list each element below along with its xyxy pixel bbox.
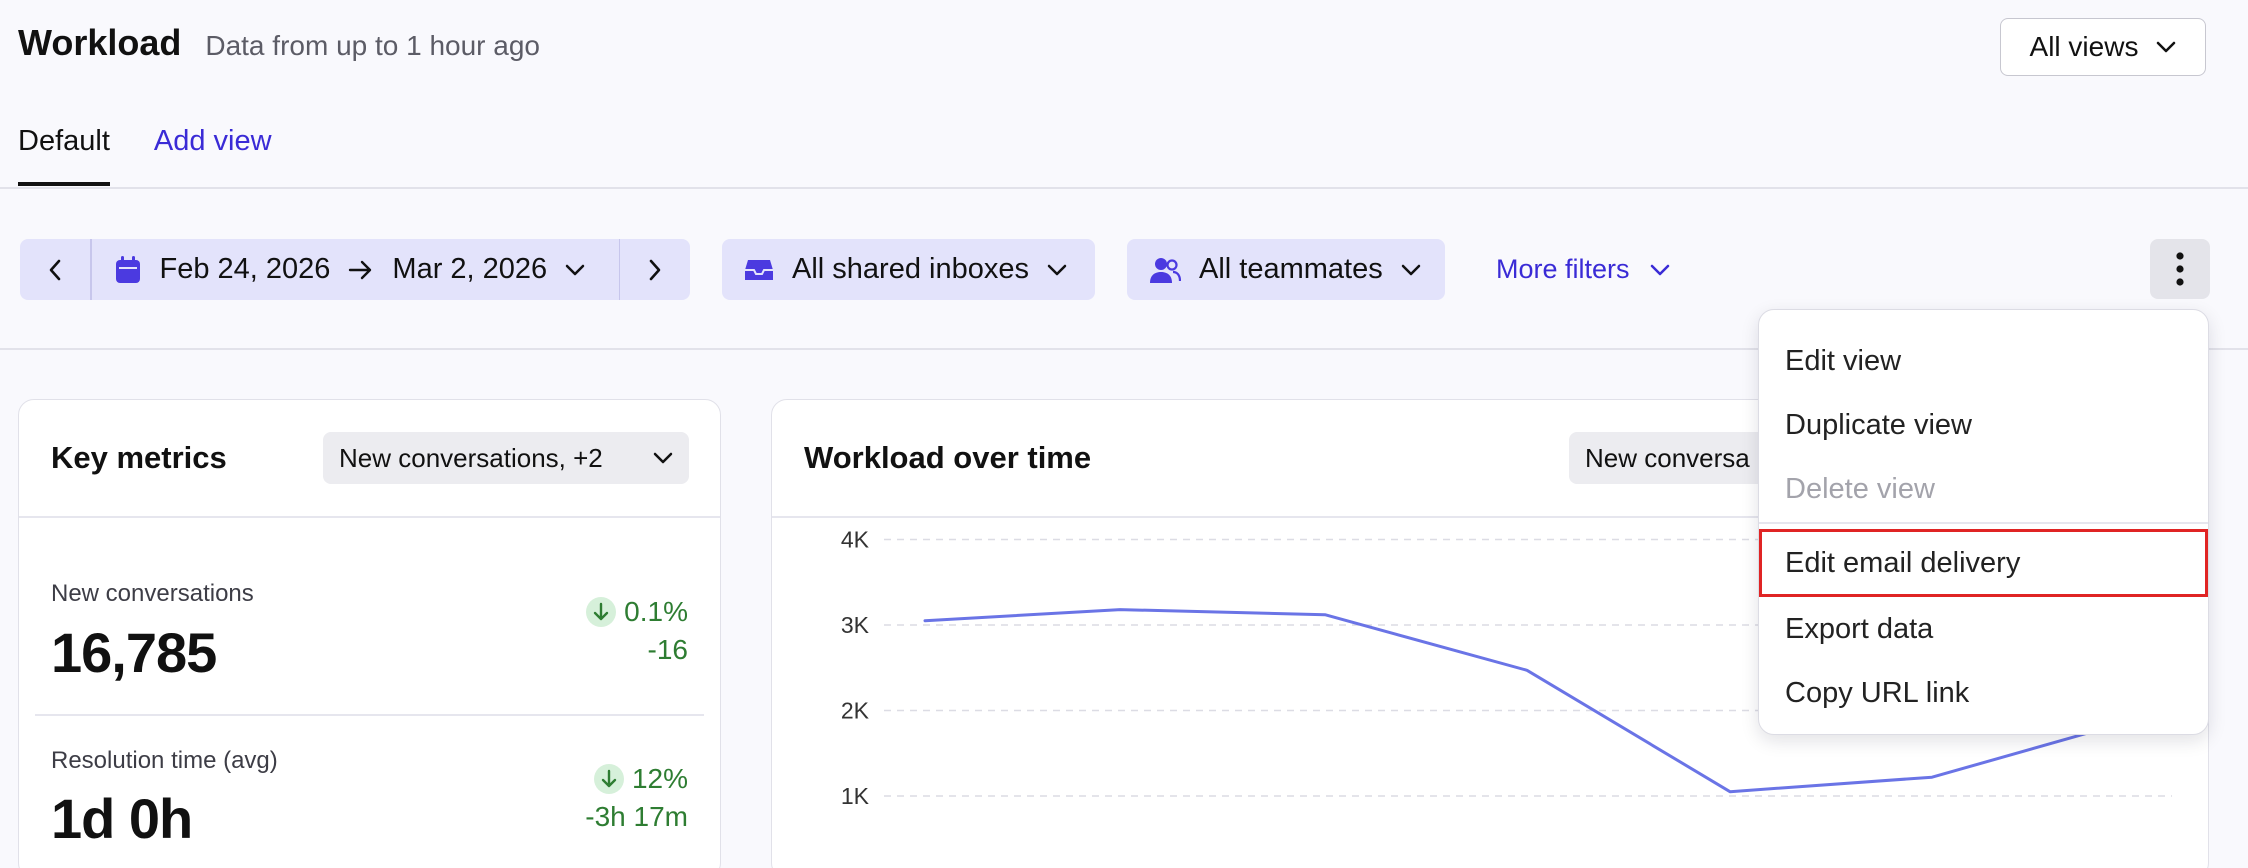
metric-change-percent: 12%	[593, 763, 688, 795]
menu-item-copy-url-link[interactable]: Copy URL link	[1785, 676, 1970, 709]
y-tick-label: 4K	[841, 527, 870, 553]
previous-period-button[interactable]	[20, 239, 90, 300]
chevron-down-icon	[1650, 264, 1669, 275]
chevron-down-icon	[565, 264, 585, 275]
more-actions-button[interactable]	[2150, 239, 2210, 299]
metric-value: 1d 0h	[51, 787, 193, 850]
metric-change-absolute: -3h 17m	[585, 801, 688, 832]
chart-metric-selector-label: New conversa	[1585, 442, 1750, 473]
chevron-down-icon	[2157, 41, 2176, 53]
chevron-right-icon	[649, 259, 661, 280]
y-tick-label: 1K	[841, 783, 870, 809]
view-tabs: Default Add view	[18, 125, 272, 186]
tab-default[interactable]: Default	[18, 125, 110, 186]
teammates-filter[interactable]: All teammates	[1127, 239, 1445, 300]
teammates-filter-label: All teammates	[1199, 253, 1383, 285]
inboxes-filter-label: All shared inboxes	[792, 253, 1029, 285]
metric-label: Resolution time (avg)	[51, 747, 278, 774]
metrics-selector[interactable]: New conversations, +2	[323, 432, 689, 484]
key-metrics-card: Key metrics New conversations, +2 New co…	[18, 399, 721, 868]
more-filters-label: More filters	[1496, 254, 1630, 284]
series-line	[923, 608, 2139, 794]
page-title: Workload	[18, 22, 182, 63]
calendar-icon	[115, 255, 140, 283]
metric-divider	[35, 714, 704, 716]
y-tick-label: 2K	[841, 698, 870, 724]
page-header: Workload Data from up to 1 hour ago	[18, 22, 540, 64]
metrics-selector-label: New conversations, +2	[339, 442, 603, 473]
menu-item-edit-view[interactable]: Edit view	[1785, 344, 1902, 377]
chevron-down-icon	[1047, 264, 1067, 275]
data-freshness-subtitle: Data from up to 1 hour ago	[205, 30, 541, 61]
metric-label: New conversations	[51, 580, 254, 607]
card-header-divider	[772, 516, 2208, 518]
menu-divider	[1759, 522, 2208, 524]
menu-item-duplicate-view[interactable]: Duplicate view	[1785, 408, 1972, 441]
metric-change: 12% -3h 17m	[585, 763, 688, 833]
metric-change-percent-value: 12%	[631, 763, 688, 794]
metric-change: 0.1% -16	[586, 596, 688, 666]
chevron-down-icon	[653, 452, 673, 464]
metric-change-percent: 0.1%	[586, 596, 688, 628]
tabs-divider	[0, 187, 2248, 189]
arrow-down-icon	[586, 597, 617, 627]
workload-line-chart: 4K 3K 2K 1K	[841, 527, 2172, 809]
metric-change-percent-value: 0.1%	[624, 596, 688, 627]
arrow-right-icon	[349, 260, 372, 279]
chevron-down-icon	[1401, 264, 1420, 275]
more-filters-button[interactable]: More filters	[1496, 239, 1670, 300]
inbox-icon	[745, 259, 773, 280]
workload-chart-title: Workload over time	[804, 440, 1092, 475]
date-picker-divider	[90, 239, 92, 300]
view-actions-menu: Edit view Duplicate view Delete view Edi…	[1758, 309, 2209, 735]
kebab-icon	[2176, 252, 2184, 286]
date-end: Mar 2, 2026	[392, 253, 548, 285]
all-views-button[interactable]: All views	[2000, 18, 2206, 76]
date-range-picker: Feb 24, 2026 Mar 2, 2026	[20, 239, 690, 300]
metric-change-absolute: -16	[647, 634, 688, 665]
key-metrics-title: Key metrics	[51, 440, 227, 475]
menu-item-edit-email-delivery[interactable]: Edit email delivery	[1759, 529, 2208, 597]
teammates-icon	[1150, 257, 1181, 283]
all-views-label: All views	[2029, 31, 2139, 62]
filter-divider	[0, 348, 2248, 350]
filter-bar: Feb 24, 2026 Mar 2, 2026 All shared inbo…	[20, 239, 2210, 301]
date-picker-divider	[618, 239, 620, 300]
card-header-divider	[19, 516, 720, 518]
arrow-down-icon	[593, 764, 624, 794]
next-period-button[interactable]	[620, 239, 690, 300]
menu-item-delete-view: Delete view	[1785, 472, 1935, 505]
date-start: Feb 24, 2026	[159, 253, 331, 285]
y-tick-label: 3K	[841, 612, 870, 638]
metric-value: 16,785	[51, 621, 217, 684]
date-range-button[interactable]: Feb 24, 2026 Mar 2, 2026	[92, 239, 619, 300]
menu-item-export-data[interactable]: Export data	[1785, 612, 1934, 645]
inboxes-filter[interactable]: All shared inboxes	[722, 239, 1095, 300]
chevron-left-icon	[49, 259, 61, 280]
tab-add-view[interactable]: Add view	[153, 125, 272, 157]
